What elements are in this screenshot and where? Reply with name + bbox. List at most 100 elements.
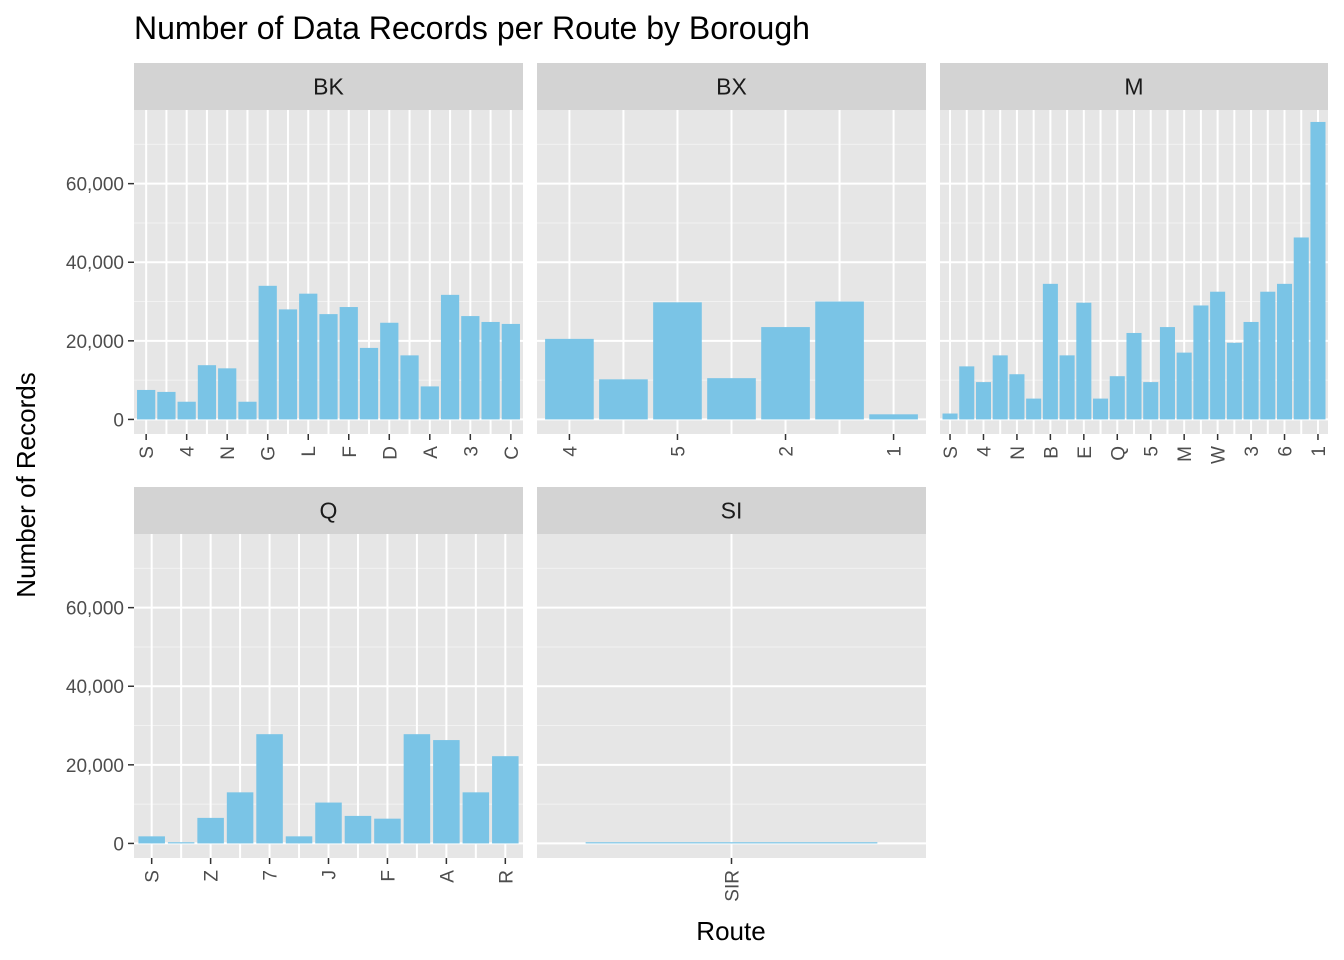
bar-m-9 bbox=[1093, 398, 1109, 420]
x-tick-label: E bbox=[1075, 446, 1096, 459]
bar-bk-5 bbox=[238, 401, 257, 420]
x-tick-label: D bbox=[380, 446, 401, 460]
x-axis-title: Route bbox=[696, 916, 765, 946]
bar-q-1 bbox=[167, 842, 195, 844]
bar-m-21 bbox=[1293, 237, 1309, 420]
bar-m-15 bbox=[1193, 305, 1209, 420]
x-tick-label: M bbox=[1175, 446, 1196, 462]
facet-strip bbox=[537, 63, 926, 110]
bar-m-5 bbox=[1026, 398, 1042, 420]
x-tick-label: L bbox=[299, 446, 320, 457]
x-tick-label: S bbox=[143, 870, 164, 883]
bar-q-7 bbox=[344, 815, 372, 844]
bar-q-12 bbox=[492, 756, 519, 844]
bar-bx-5 bbox=[815, 301, 864, 420]
bar-m-6 bbox=[1042, 283, 1058, 420]
bar-m-13 bbox=[1159, 327, 1175, 420]
y-tick-label: 40,000 bbox=[66, 253, 124, 274]
x-tick-label: F bbox=[378, 870, 399, 882]
bar-m-19 bbox=[1260, 291, 1276, 420]
bar-m-2 bbox=[975, 382, 992, 420]
facet-strip bbox=[134, 487, 523, 534]
bar-q-2 bbox=[197, 817, 224, 844]
bar-m-10 bbox=[1109, 376, 1125, 420]
bar-bk-8 bbox=[299, 293, 318, 420]
bar-bk-14 bbox=[420, 386, 439, 420]
x-tick-label: Q bbox=[1108, 446, 1129, 461]
facet-grid: BK S 4 N G L F D A 3 C 0 20,000 40,000 60,000 BX 4 5 2 1 M S 4… bbox=[66, 63, 1330, 902]
bar-bx-1 bbox=[599, 379, 648, 420]
bar-m-20 bbox=[1276, 283, 1293, 420]
bar-q-3 bbox=[226, 792, 254, 844]
bar-m-12 bbox=[1143, 382, 1159, 420]
facet-strip-label: BK bbox=[313, 74, 344, 100]
bar-q-5 bbox=[285, 836, 313, 844]
x-tick-label: S bbox=[941, 446, 962, 459]
x-tick-label: 5 bbox=[1142, 446, 1163, 457]
y-tick-label: 60,000 bbox=[66, 599, 124, 620]
bar-bk-1 bbox=[157, 391, 176, 420]
x-tick-label: Z bbox=[202, 870, 223, 882]
bar-m-3 bbox=[992, 355, 1008, 420]
bar-si-0 bbox=[585, 842, 878, 844]
bar-bk-7 bbox=[278, 309, 298, 420]
bar-m-11 bbox=[1126, 332, 1142, 420]
bar-bk-12 bbox=[380, 322, 399, 420]
bar-bx-6 bbox=[869, 414, 918, 420]
bar-q-0 bbox=[138, 836, 165, 844]
bar-bk-11 bbox=[359, 347, 379, 420]
x-tick-label: 1 bbox=[1309, 446, 1330, 457]
bar-m-22 bbox=[1310, 121, 1326, 420]
x-tick-label: 3 bbox=[461, 446, 482, 457]
x-tick-label: S bbox=[137, 446, 158, 459]
y-tick-label: 20,000 bbox=[66, 332, 124, 353]
facet-bk: BK S 4 N G L F D A 3 C 0 20,000 40,000 60,000 bbox=[66, 63, 523, 461]
bar-bk-9 bbox=[319, 314, 338, 420]
bar-bx-3 bbox=[707, 378, 756, 420]
x-tick-label: R bbox=[496, 870, 517, 884]
bar-m-16 bbox=[1210, 291, 1226, 420]
bar-bk-10 bbox=[339, 307, 358, 420]
bar-q-11 bbox=[462, 792, 490, 844]
facet-strip-label: M bbox=[1124, 74, 1143, 100]
facet-m: MS 4 N B E Q 5 M W 3 6 1 bbox=[940, 63, 1330, 464]
bar-bx-0 bbox=[545, 338, 594, 420]
facet-q: Q S Z 7 J F A R 0 20,000 40,000 60,000 bbox=[66, 487, 523, 884]
x-tick-label: C bbox=[502, 446, 523, 460]
x-tick-label: W bbox=[1209, 446, 1230, 464]
bar-m-18 bbox=[1243, 321, 1259, 420]
facet-strip-label: SI bbox=[721, 498, 743, 524]
bar-m-0 bbox=[942, 413, 958, 420]
bar-bk-3 bbox=[197, 365, 217, 420]
y-tick-label: 20,000 bbox=[66, 756, 124, 777]
x-tick-label: F bbox=[340, 446, 361, 458]
bar-m-17 bbox=[1226, 342, 1242, 420]
bar-q-6 bbox=[315, 802, 342, 844]
facet-strip-label: BX bbox=[716, 74, 747, 100]
x-tick-label: B bbox=[1041, 446, 1062, 459]
facet-strip bbox=[134, 63, 523, 110]
x-tick-label: 3 bbox=[1242, 446, 1263, 457]
facet-strip bbox=[940, 63, 1328, 110]
bar-bk-17 bbox=[481, 321, 500, 420]
x-tick-label: 2 bbox=[777, 446, 798, 457]
x-tick-label: 7 bbox=[261, 870, 282, 881]
x-tick-label: 4 bbox=[178, 446, 199, 457]
bar-q-10 bbox=[433, 740, 460, 844]
bar-bk-18 bbox=[501, 323, 520, 420]
x-tick-label: A bbox=[421, 446, 442, 459]
bar-bx-4 bbox=[761, 327, 810, 420]
bar-m-7 bbox=[1059, 355, 1075, 420]
x-tick-label: 4 bbox=[974, 446, 995, 457]
x-tick-label: G bbox=[259, 446, 280, 461]
x-tick-label: 1 bbox=[885, 446, 906, 457]
bar-bk-6 bbox=[258, 285, 277, 420]
bar-m-8 bbox=[1076, 302, 1092, 420]
bar-bk-0 bbox=[137, 389, 156, 420]
bar-q-8 bbox=[374, 818, 401, 844]
bar-m-14 bbox=[1176, 352, 1192, 420]
y-axis-title: Number of Records bbox=[11, 372, 41, 597]
bar-bk-13 bbox=[400, 355, 419, 420]
facet-strip-label: Q bbox=[320, 498, 338, 524]
